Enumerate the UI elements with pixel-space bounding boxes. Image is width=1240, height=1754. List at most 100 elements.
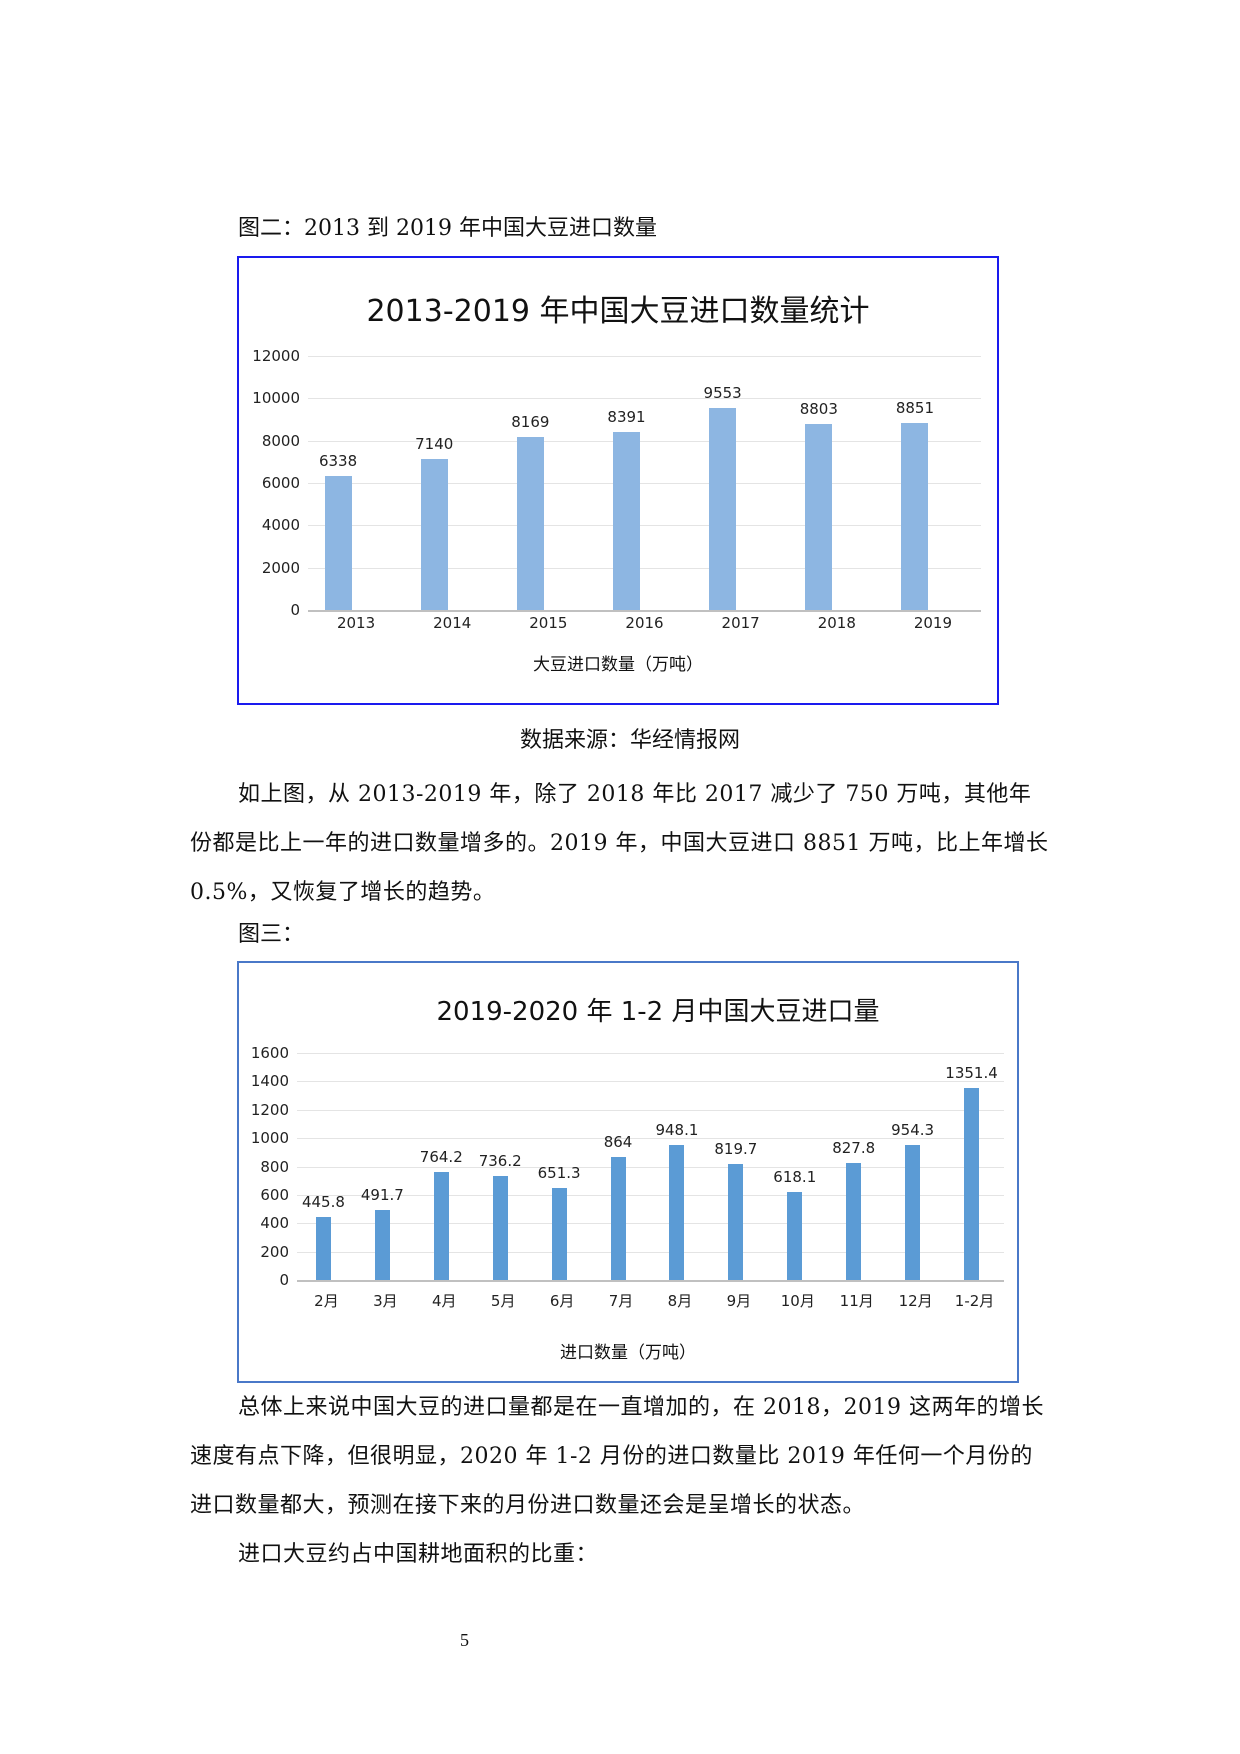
bar-5月 <box>492 1175 508 1280</box>
bar-11月 <box>846 1162 862 1280</box>
gridline <box>297 1223 1004 1225</box>
x-tick-label: 10月 <box>780 1292 815 1310</box>
bar-1-2月 <box>964 1088 980 1280</box>
x-tick-label: 2019 <box>913 614 953 632</box>
x-tick-label: 4月 <box>432 1292 457 1310</box>
chart2-x-axis-title: 进口数量（万吨） <box>560 1343 696 1363</box>
y-tick-label: 1000 <box>250 1129 289 1148</box>
paragraph-text: 总体上来说中国大豆的进口量都是在一直增加的，在 2018，2019 这两年的增长… <box>190 1395 1044 1518</box>
x-tick-label: 2013 <box>336 614 376 632</box>
data-label: 6338 <box>318 451 358 470</box>
gridline <box>297 1251 1004 1253</box>
paragraph-text: 如上图，从 2013-2019 年，除了 2018 年比 2017 减少了 75… <box>190 782 1049 905</box>
paragraph-farmland-share: 进口大豆约占中国耕地面积的比重： <box>190 1530 1050 1579</box>
gridline <box>308 483 981 484</box>
bar-10月 <box>787 1192 803 1280</box>
page-number: 5 <box>460 1630 469 1650</box>
x-axis-line <box>308 610 981 612</box>
chart-soybean-imports-monthly: 2019-2020 年 1-2 月中国大豆进口量 进口数量（万吨） 0 200 40… <box>237 961 1019 1383</box>
x-axis-line <box>297 1280 1004 1282</box>
bar-8月 <box>669 1145 685 1280</box>
gridline <box>297 1109 1004 1111</box>
figure2-caption: 图二：2013 到 2019 年中国大豆进口数量 <box>238 216 657 241</box>
y-tick-label: 1200 <box>250 1100 289 1119</box>
gridline <box>308 440 981 442</box>
x-tick-label: 2015 <box>529 614 568 632</box>
chart1-title: 2013-2019 年中国大豆进口数量统计 <box>366 294 870 329</box>
x-tick-label: 3月 <box>373 1292 398 1310</box>
data-label: 1351.4 <box>945 1064 998 1083</box>
x-tick-label: 5月 <box>490 1292 516 1310</box>
y-tick-label: 1600 <box>250 1044 289 1062</box>
figure3-caption: 图三： <box>238 922 305 947</box>
x-tick-label: 2月 <box>314 1292 339 1310</box>
x-tick-label: 2017 <box>721 614 760 632</box>
bar-2月 <box>315 1216 331 1280</box>
y-tick-label: 10000 <box>252 389 300 408</box>
x-tick-label: 2016 <box>625 614 664 632</box>
x-tick-label: 1-2月 <box>954 1292 995 1310</box>
data-label: 7140 <box>415 434 454 453</box>
y-tick-label: 12000 <box>252 347 300 365</box>
gridline <box>308 398 981 400</box>
x-tick-label: 2018 <box>817 614 856 632</box>
gridline <box>297 1166 1004 1168</box>
paragraph-analysis-2013-2019: 如上图，从 2013-2019 年，除了 2018 年比 2017 减少了 75… <box>190 770 1050 917</box>
y-tick-label: 1400 <box>250 1072 289 1091</box>
data-label: 651.3 <box>537 1163 581 1182</box>
bar-2014 <box>420 458 448 610</box>
data-label: 445.8 <box>301 1192 345 1211</box>
bar-2018 <box>805 423 833 610</box>
bar-2013 <box>324 475 352 610</box>
y-tick-label: 4000 <box>261 516 300 535</box>
bar-7月 <box>610 1157 626 1280</box>
data-label: 819.7 <box>714 1139 758 1158</box>
gridline <box>308 356 981 357</box>
y-tick-label: 200 <box>260 1242 289 1261</box>
paragraph-trend-summary: 总体上来说中国大豆的进口量都是在一直增加的，在 2018，2019 这两年的增长… <box>190 1383 1050 1530</box>
chart2-title: 2019-2020 年 1-2 月中国大豆进口量 <box>436 997 880 1027</box>
data-label: 764.2 <box>419 1147 463 1166</box>
data-label: 491.7 <box>360 1186 404 1205</box>
paragraph-text: 进口大豆约占中国耕地面积的比重： <box>238 1542 599 1567</box>
gridline <box>297 1081 1004 1083</box>
chart1-x-axis-title: 大豆进口数量（万吨） <box>533 655 703 675</box>
x-tick-label: 12月 <box>898 1292 933 1310</box>
bar-2016 <box>613 432 640 610</box>
x-tick-label: 6月 <box>549 1292 575 1310</box>
x-tick-label: 9月 <box>726 1292 752 1310</box>
x-tick-label: 11月 <box>839 1292 874 1310</box>
y-tick-label: 2000 <box>261 558 300 577</box>
bar-2015 <box>516 437 544 610</box>
bar-12月 <box>905 1144 921 1280</box>
data-label: 954.3 <box>891 1120 935 1139</box>
y-tick-label: 600 <box>260 1185 289 1204</box>
gridline <box>297 1053 1004 1054</box>
gridline <box>297 1138 1004 1140</box>
chart-soybean-imports-2013-2019: 2013-2019 年中国大豆进口数量统计 大豆进口数量（万吨） 0 2000 40… <box>237 256 999 705</box>
data-label: 8803 <box>799 399 838 418</box>
gridline <box>308 567 981 569</box>
x-tick-label: 7月 <box>608 1292 634 1310</box>
y-tick-label: 0 <box>290 601 300 619</box>
data-label: 948.1 <box>655 1121 699 1140</box>
y-tick-label: 400 <box>260 1214 289 1233</box>
x-tick-label: 8月 <box>667 1292 693 1310</box>
y-tick-label: 8000 <box>261 431 300 450</box>
data-label: 8391 <box>607 408 646 427</box>
bar-4月 <box>433 1171 449 1280</box>
data-label: 8851 <box>895 398 935 417</box>
data-label: 864 <box>603 1133 633 1152</box>
gridline <box>297 1194 1004 1196</box>
gridline <box>308 525 981 527</box>
data-label: 736.2 <box>478 1151 522 1170</box>
bar-2019 <box>901 422 929 610</box>
data-label: 8169 <box>511 413 550 432</box>
y-tick-label: 0 <box>279 1271 289 1289</box>
y-tick-label: 6000 <box>261 474 300 492</box>
y-tick-label: 800 <box>260 1157 289 1176</box>
bar-3月 <box>374 1210 390 1280</box>
data-label: 827.8 <box>832 1138 876 1157</box>
data-label: 618.1 <box>773 1168 817 1187</box>
data-label: 9553 <box>703 383 742 402</box>
